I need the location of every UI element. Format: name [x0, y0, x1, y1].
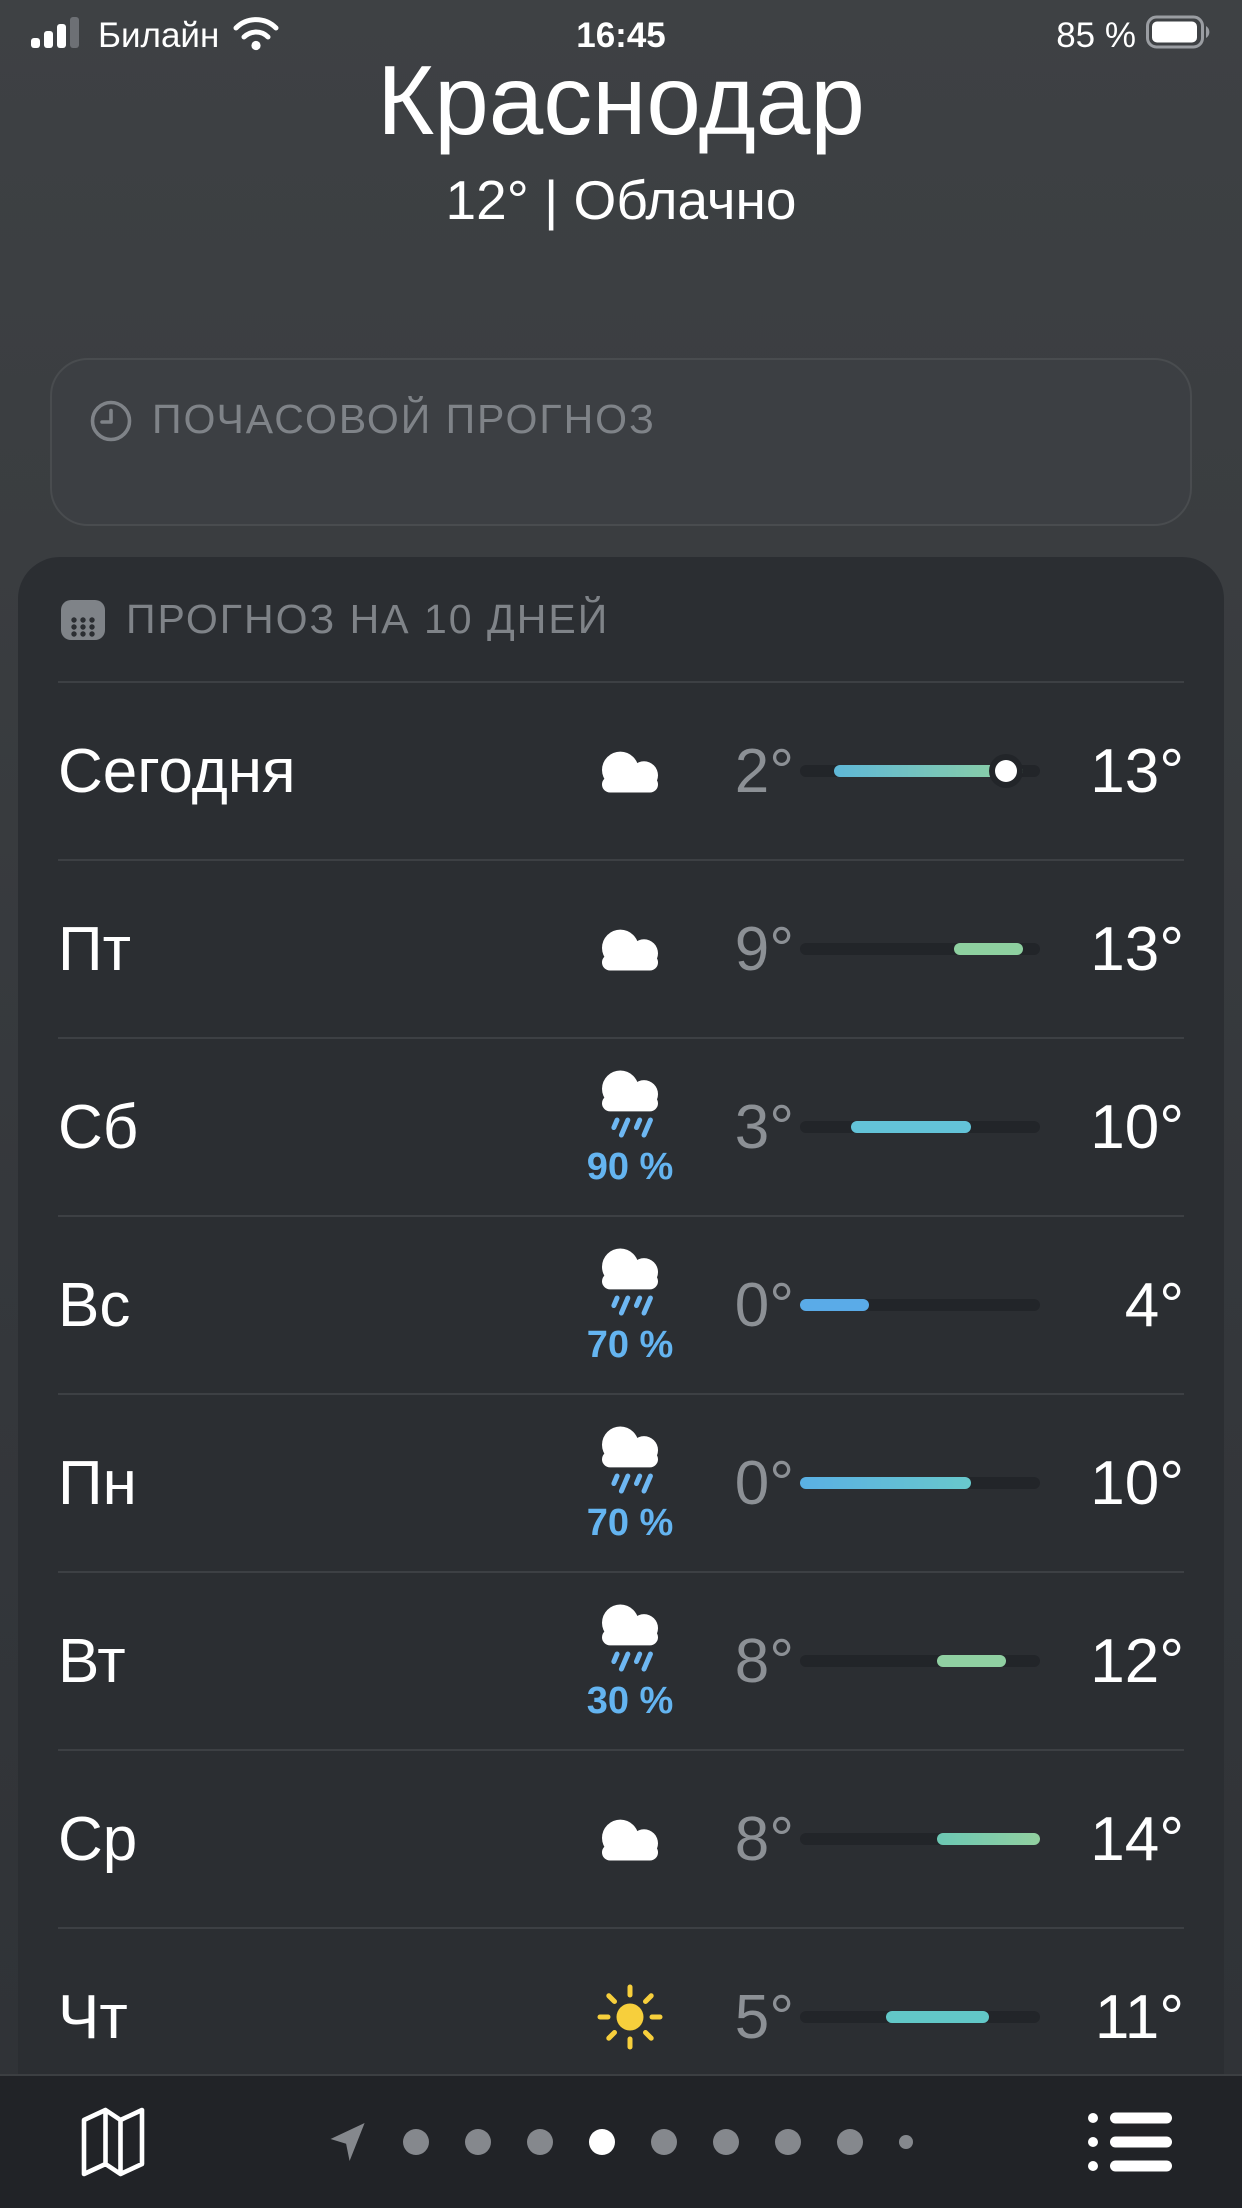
forecast-rows: Сегодня 2° 13° Пт 9° 13° Сб 90 % 3° 10° Вс 70 % 0° 4°…	[58, 681, 1184, 2105]
day-label: Вт	[58, 1626, 126, 1696]
hourly-forecast-label: ПОЧАСОВОЙ ПРОГНОЗ	[152, 396, 656, 442]
city-list-button[interactable]	[1088, 2110, 1172, 2174]
calendar-icon	[61, 600, 105, 640]
current-temp-dot	[994, 760, 1017, 782]
hourly-forecast-card: ПОЧАСОВОЙ ПРОГНОЗ	[50, 358, 1192, 526]
weather-icon-rain: 70 %	[586, 1243, 674, 1367]
high-temp: 10°	[1090, 1092, 1184, 1162]
temp-range-bar	[800, 1833, 1040, 1845]
precipitation-chance: 70 %	[586, 1324, 674, 1367]
battery-percent: 85 %	[1056, 16, 1136, 55]
forecast-row: Вс 70 % 0° 4°	[58, 1215, 1184, 1393]
low-temp: 5°	[734, 1982, 794, 2052]
page-dots	[403, 2129, 913, 2155]
day-label: Вс	[58, 1270, 131, 1340]
weather-icon-sunny	[597, 1984, 663, 2050]
precipitation-chance: 70 %	[586, 1502, 674, 1545]
low-temp: 3°	[734, 1092, 794, 1162]
day-label: Сб	[58, 1092, 139, 1162]
high-temp: 10°	[1090, 1448, 1184, 1518]
precipitation-chance: 30 %	[586, 1680, 674, 1723]
weather-icon-rain: 70 %	[586, 1421, 674, 1545]
clock-time: 16:45	[576, 16, 666, 55]
temp-range-bar	[800, 1477, 1040, 1489]
ten-day-label: ПРОГНОЗ НА 10 ДНЕЙ	[126, 595, 610, 642]
weather-icon-cloudy	[588, 746, 672, 796]
ten-day-header: ПРОГНОЗ НА 10 ДНЕЙ	[58, 557, 1184, 681]
page-dot	[775, 2129, 801, 2155]
forecast-row: Чт 5° 11°	[58, 1927, 1184, 2105]
status-bar: Билайн 16:45 85 %	[0, 0, 1242, 58]
high-temp: 12°	[1090, 1626, 1184, 1696]
low-temp: 2°	[734, 736, 794, 806]
precipitation-chance: 90 %	[586, 1146, 674, 1189]
wifi-icon	[231, 13, 281, 60]
forecast-row: Пт 9° 13°	[58, 859, 1184, 1037]
forecast-row: Ср 8° 14°	[58, 1749, 1184, 1927]
temp-range-bar	[800, 1121, 1040, 1133]
temp-range-bar	[800, 760, 1040, 782]
high-temp: 14°	[1090, 1804, 1184, 1874]
forecast-row: Сегодня 2° 13°	[58, 681, 1184, 859]
low-temp: 8°	[734, 1626, 794, 1696]
low-temp: 8°	[734, 1804, 794, 1874]
page-dot	[465, 2129, 491, 2155]
page-dot	[713, 2129, 739, 2155]
battery-icon	[1146, 15, 1210, 58]
weather-icon-rain: 30 %	[586, 1599, 674, 1723]
high-temp: 4°	[1124, 1270, 1184, 1340]
location-arrow-icon	[330, 2123, 365, 2161]
day-label: Сегодня	[58, 736, 296, 806]
page-dot-active	[589, 2129, 615, 2155]
page-indicator[interactable]	[329, 2120, 913, 2164]
day-label: Ср	[58, 1804, 138, 1874]
forecast-row: Вт 30 % 8° 12°	[58, 1571, 1184, 1749]
clock-icon	[90, 400, 132, 442]
day-label: Пн	[58, 1448, 137, 1518]
temp-range-bar	[800, 2011, 1040, 2023]
low-temp: 0°	[734, 1270, 794, 1340]
page-dot	[527, 2129, 553, 2155]
map-icon	[81, 2107, 145, 2177]
ten-day-forecast-panel: ПРОГНОЗ НА 10 ДНЕЙ Сегодня 2° 13° Пт 9° 13° Сб…	[18, 557, 1224, 2208]
high-temp: 13°	[1090, 736, 1184, 806]
carrier-label: Билайн	[98, 16, 220, 55]
weather-icon-rain: 90 %	[586, 1065, 674, 1189]
bottom-toolbar	[0, 2074, 1242, 2208]
forecast-row: Сб 90 % 3° 10°	[58, 1037, 1184, 1215]
high-temp: 11°	[1094, 1982, 1184, 2052]
weather-icon-cloudy	[588, 924, 672, 974]
map-button[interactable]	[72, 2104, 154, 2180]
current-conditions: 12° | Облачно	[445, 169, 797, 231]
temp-range-bar	[800, 1655, 1040, 1667]
high-temp: 13°	[1090, 914, 1184, 984]
weather-icon-cloudy	[588, 1814, 672, 1864]
list-icon	[1088, 2112, 1172, 2172]
low-temp: 9°	[734, 914, 794, 984]
cellular-signal-icon	[30, 14, 86, 59]
temp-range-bar	[800, 1299, 1040, 1311]
page-dot	[651, 2129, 677, 2155]
page-dot	[837, 2129, 863, 2155]
low-temp: 0°	[734, 1448, 794, 1518]
page-dot	[899, 2135, 913, 2149]
day-label: Чт	[58, 1982, 128, 2052]
city-title: Краснодар	[377, 45, 865, 155]
forecast-row: Пн 70 % 0° 10°	[58, 1393, 1184, 1571]
day-label: Пт	[58, 914, 131, 984]
temp-range-bar	[800, 943, 1040, 955]
page-dot	[403, 2129, 429, 2155]
